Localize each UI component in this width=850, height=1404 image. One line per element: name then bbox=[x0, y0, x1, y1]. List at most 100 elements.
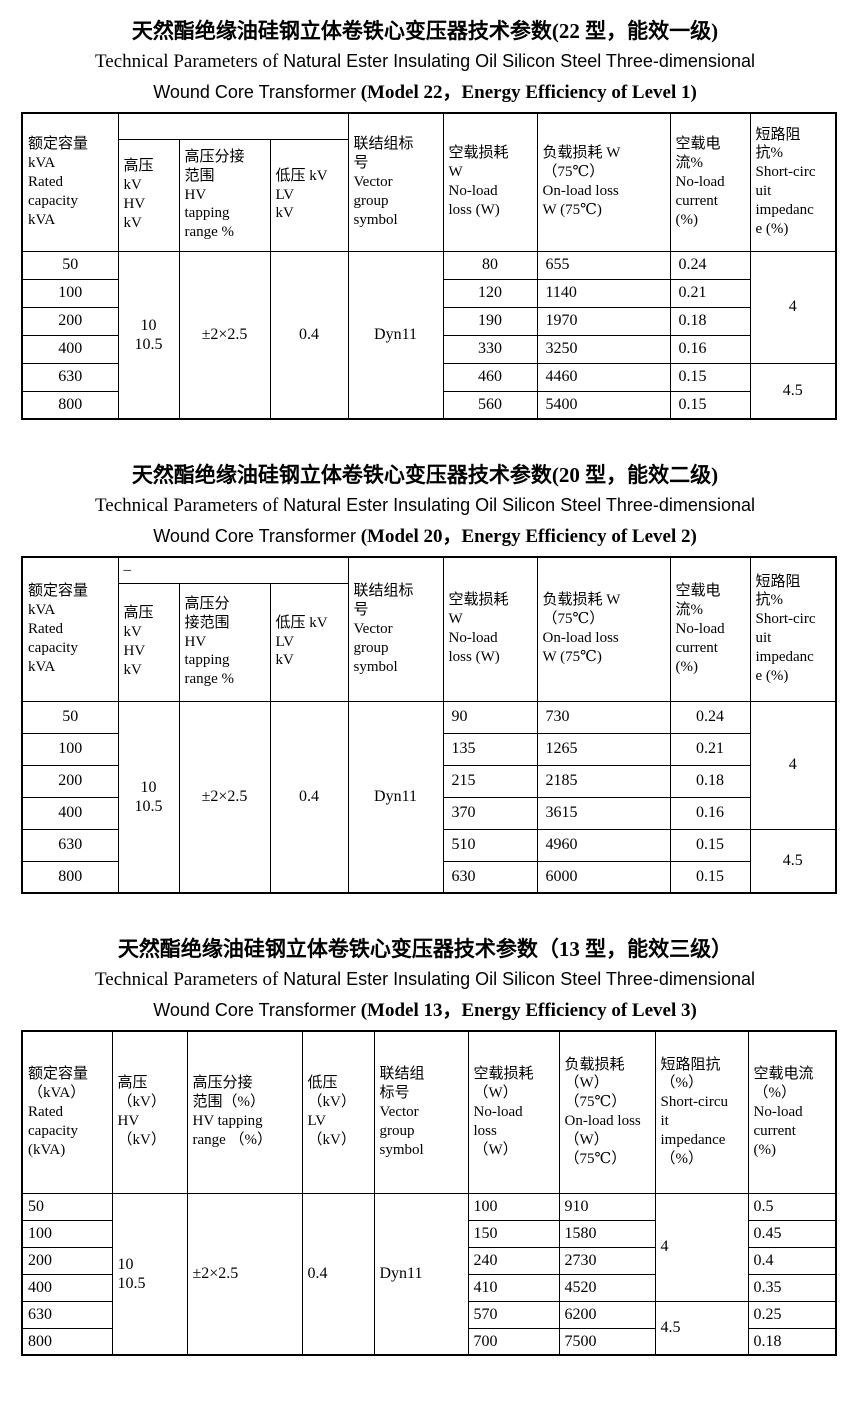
table-cell: 410 bbox=[467, 1273, 560, 1302]
table-cell: 215 bbox=[442, 764, 538, 798]
table-cell: 400 bbox=[21, 1273, 113, 1302]
parameters-table-model-13: 额定容量 （kVA） Rated capacity (kVA) 高压 （kV） … bbox=[21, 1030, 837, 1356]
table-cell: ±2×2.5 bbox=[178, 700, 271, 894]
header-hv: 高压 kV HV kV bbox=[117, 582, 180, 702]
table-cell: 0.4 bbox=[269, 250, 349, 420]
header-hv-tapping: 高压分接 范围（%） HV tapping range （%） bbox=[186, 1030, 303, 1194]
section-1-titles: 天然酯绝缘油硅钢立体卷铁心变压器技术参数(22 型，能效一级) Technica… bbox=[0, 16, 850, 108]
table-cell: 700 bbox=[467, 1327, 560, 1356]
table-cell: 0.4 bbox=[269, 700, 349, 894]
table-cell: 800 bbox=[21, 860, 119, 894]
table-cell: 330 bbox=[442, 334, 538, 364]
header-hv: 高压 kV HV kV bbox=[117, 138, 180, 252]
parameters-table-model-20: 额定容量 kVA Rated capacity kVA – 联结组标 号 Vec… bbox=[21, 556, 837, 894]
table-cell: 630 bbox=[21, 362, 119, 392]
title-en-sans: Natural Ester Insulating Oil Silicon Ste… bbox=[283, 495, 755, 515]
table-cell: 0.24 bbox=[669, 700, 751, 734]
table-cell: 10 10.5 bbox=[117, 700, 180, 894]
header-impedance: 短路阻 抗% Short-circ uit impedanc e (%) bbox=[749, 112, 837, 252]
header-rated-capacity: 额定容量 （kVA） Rated capacity (kVA) bbox=[21, 1030, 113, 1194]
table-cell: 200 bbox=[21, 764, 119, 798]
table-cell: 0.35 bbox=[747, 1273, 837, 1302]
table-cell: 4 bbox=[749, 250, 837, 364]
title-en-sans: Wound Core Transformer bbox=[153, 526, 356, 546]
table-cell: 10 10.5 bbox=[111, 1192, 188, 1356]
table-cell: 2185 bbox=[536, 764, 671, 798]
table-cell: 50 bbox=[21, 250, 119, 280]
table-cell: 0.5 bbox=[747, 1192, 837, 1221]
table-cell: 4520 bbox=[558, 1273, 656, 1302]
table-cell: 400 bbox=[21, 334, 119, 364]
table-cell: Dyn11 bbox=[347, 700, 444, 894]
header-hv: 高压 （kV） HV （kV） bbox=[111, 1030, 188, 1194]
table-cell: 90 bbox=[442, 700, 538, 734]
section-2-title-zh: 天然酯绝缘油硅钢立体卷铁心变压器技术参数(20 型，能效二级) bbox=[131, 463, 719, 487]
title-en-bold: (Model 22，Energy Efficiency of Level 1) bbox=[360, 82, 697, 103]
table-cell: 0.21 bbox=[669, 278, 751, 308]
table-cell: 4 bbox=[654, 1192, 749, 1302]
title-en-sans: Wound Core Transformer bbox=[153, 1000, 356, 1020]
table-cell: 100 bbox=[21, 1219, 113, 1248]
table-cell: 50 bbox=[21, 700, 119, 734]
table-cell: 5400 bbox=[536, 390, 671, 420]
title-en-sans: Natural Ester Insulating Oil Silicon Ste… bbox=[283, 969, 755, 989]
table-cell: ±2×2.5 bbox=[178, 250, 271, 420]
table-cell: 0.15 bbox=[669, 390, 751, 420]
table-cell: 4.5 bbox=[749, 362, 837, 420]
table-cell: 80 bbox=[442, 250, 538, 280]
table-cell: 0.16 bbox=[669, 334, 751, 364]
table-cell: 730 bbox=[536, 700, 671, 734]
table-cell: 630 bbox=[442, 860, 538, 894]
title-en-sans: Wound Core Transformer bbox=[153, 82, 356, 102]
table-cell: 7500 bbox=[558, 1327, 656, 1356]
header-on-load-loss: 负载损耗 （W） （75℃） On-load loss （W） （75℃） bbox=[558, 1030, 656, 1194]
table-cell: 0.18 bbox=[669, 306, 751, 336]
table-cell: 0.18 bbox=[669, 764, 751, 798]
table-cell: 0.25 bbox=[747, 1300, 837, 1329]
header-no-load-current: 空载电 流% No-load current (%) bbox=[669, 556, 751, 702]
table-cell: 1580 bbox=[558, 1219, 656, 1248]
header-voltage-group bbox=[117, 112, 349, 140]
header-lv: 低压 kV LV kV bbox=[269, 582, 349, 702]
table-cell: 1140 bbox=[536, 278, 671, 308]
table-cell: 4460 bbox=[536, 362, 671, 392]
table-cell: 0.15 bbox=[669, 860, 751, 894]
table-cell: 0.4 bbox=[747, 1246, 837, 1275]
table-cell: 460 bbox=[442, 362, 538, 392]
table-cell: 2730 bbox=[558, 1246, 656, 1275]
header-hv-tapping: 高压分 接范围 HV tapping range % bbox=[178, 582, 271, 702]
table-cell: 3615 bbox=[536, 796, 671, 830]
header-rated-capacity: 额定容量 kVA Rated capacity kVA bbox=[21, 556, 119, 702]
table-cell: 910 bbox=[558, 1192, 656, 1221]
header-rated-capacity: 额定容量 kVA Rated capacity kVA bbox=[21, 112, 119, 252]
table-cell: 4.5 bbox=[654, 1300, 749, 1356]
section-2-titles: 天然酯绝缘油硅钢立体卷铁心变压器技术参数(20 型，能效二级) Technica… bbox=[0, 460, 850, 552]
header-lv: 低压 （kV） LV （kV） bbox=[301, 1030, 375, 1194]
header-no-load-loss: 空载损耗 W No-load loss (W) bbox=[442, 556, 538, 702]
table-cell: 190 bbox=[442, 306, 538, 336]
table-cell: 0.16 bbox=[669, 796, 751, 830]
table-cell: 100 bbox=[21, 732, 119, 766]
parameters-table-model-22: 额定容量 kVA Rated capacity kVA 联结组标 号 Vecto… bbox=[21, 112, 837, 420]
section-3-title-zh: 天然酯绝缘油硅钢立体卷铁心变压器技术参数（13 型，能效三级） bbox=[117, 937, 733, 961]
table-cell: 200 bbox=[21, 1246, 113, 1275]
table-cell: 800 bbox=[21, 390, 119, 420]
title-en-bold: (Model 13，Energy Efficiency of Level 3) bbox=[360, 1000, 697, 1021]
header-voltage-group: – bbox=[117, 556, 349, 584]
table-cell: 655 bbox=[536, 250, 671, 280]
header-hv-tapping: 高压分接 范围 HV tapping range % bbox=[178, 138, 271, 252]
table-cell: 50 bbox=[21, 1192, 113, 1221]
table-cell: 6200 bbox=[558, 1300, 656, 1329]
header-no-load-loss: 空载损耗 W No-load loss (W) bbox=[442, 112, 538, 252]
header-on-load-loss: 负载损耗 W （75℃） On-load loss W (75℃) bbox=[536, 112, 671, 252]
title-en-bold: (Model 20，Energy Efficiency of Level 2) bbox=[360, 526, 697, 547]
table-cell: 0.45 bbox=[747, 1219, 837, 1248]
table-cell: 10 10.5 bbox=[117, 250, 180, 420]
table-cell: Dyn11 bbox=[347, 250, 444, 420]
table-cell: 240 bbox=[467, 1246, 560, 1275]
table-cell: 6000 bbox=[536, 860, 671, 894]
table-cell: 0.24 bbox=[669, 250, 751, 280]
table-cell: 630 bbox=[21, 1300, 113, 1329]
table-cell: 120 bbox=[442, 278, 538, 308]
